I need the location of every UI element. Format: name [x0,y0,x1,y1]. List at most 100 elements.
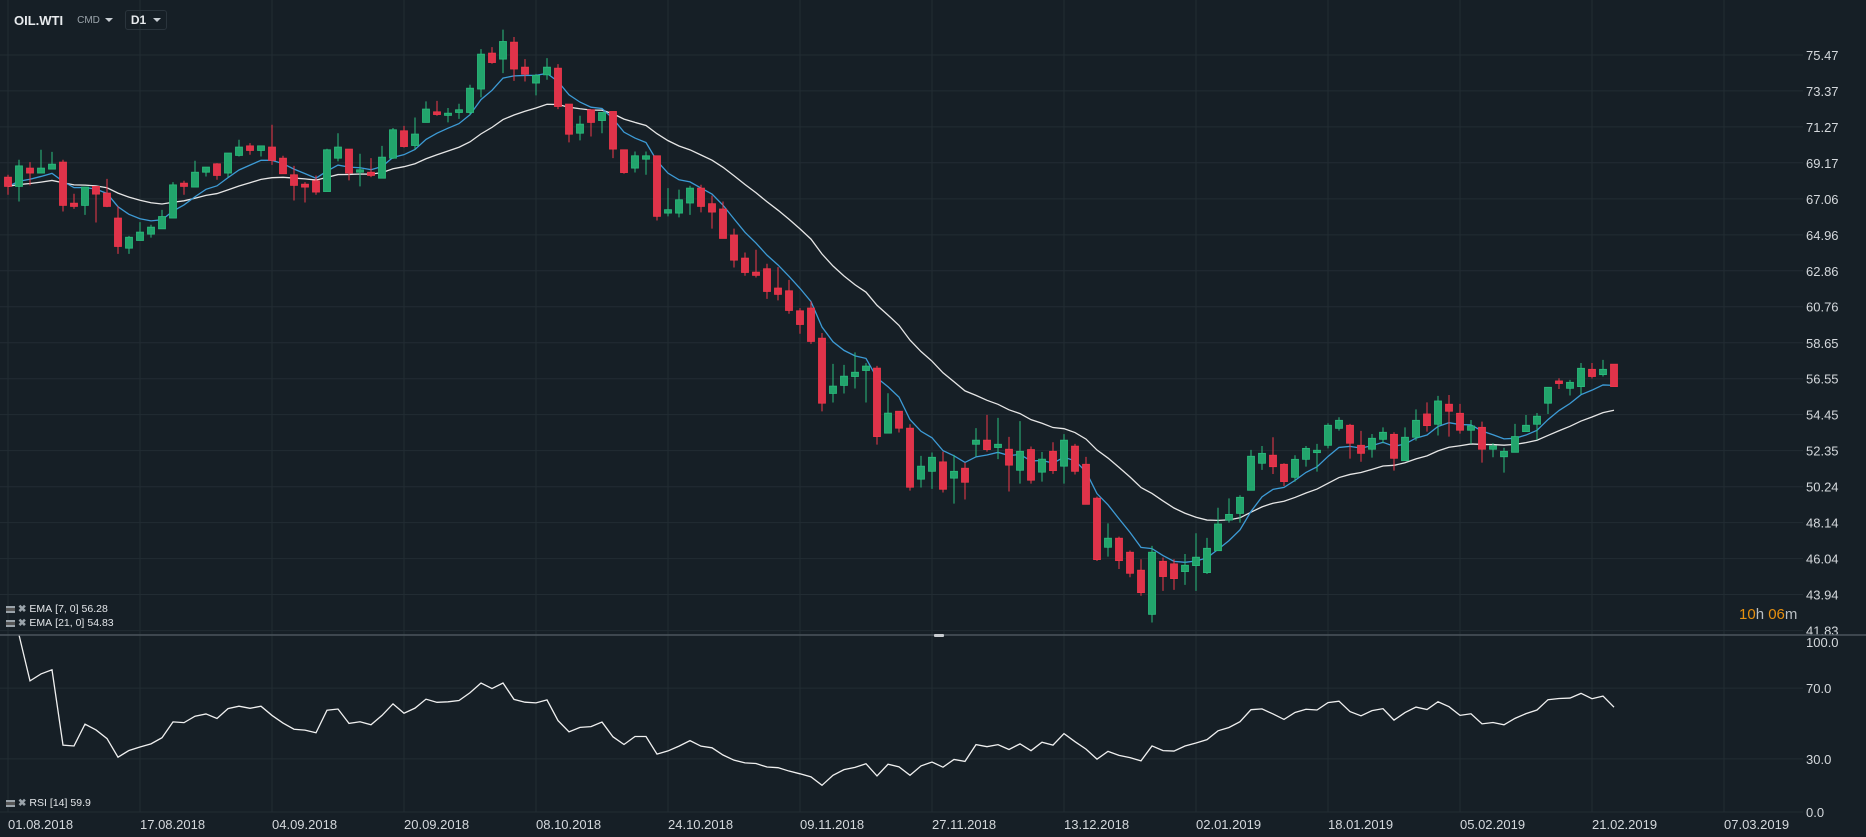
candle-up [1500,447,1508,473]
candle-body [1577,367,1585,388]
candle-up [1236,495,1244,523]
candle-up [48,151,56,170]
candle-body [257,145,265,151]
candle-body [312,180,320,193]
candle-up [1291,455,1299,482]
candle-down [4,174,12,195]
date-tick-label: 05.02.2019 [1460,817,1525,832]
candle-body [1258,452,1266,464]
date-tick-label: 21.02.2019 [1592,817,1657,832]
candle-body [1280,463,1288,482]
candle-body [1401,436,1409,462]
settings-icon[interactable] [6,799,15,807]
candle-down [1445,394,1453,437]
date-tick-label: 08.10.2018 [536,817,601,832]
candle-up [631,151,639,173]
date-tick-label: 01.08.2018 [8,817,73,832]
indicator-value: 59.9 [70,797,91,809]
candle-up [829,363,837,403]
candle-up [378,145,386,179]
candle-down [763,263,771,299]
candle-body [774,287,782,295]
candle-body [1390,433,1398,459]
candle-down [719,201,727,239]
candle-up [1313,443,1321,472]
candle-body [1148,551,1156,615]
candle-down [983,414,991,452]
candle-body [1313,449,1321,454]
candle-down [70,193,78,209]
candle-body [246,145,254,151]
chart-header: OIL.WTI CMD D1 [14,10,168,30]
symbol-name[interactable]: OIL.WTI [14,12,64,28]
candle-up [1203,537,1211,574]
pane-resize-handle[interactable] [934,634,944,637]
candle-body [851,371,859,377]
candle-body [532,74,540,84]
price-tick-label: 64.96 [1806,228,1839,243]
candle-down [587,109,595,137]
candle-down [1005,436,1013,492]
rsi-line [18,634,1615,787]
candle-body [818,337,826,404]
rsi-tick-label: 0.0 [1806,805,1824,820]
candle-body [1302,447,1310,460]
candle-up [1379,427,1387,444]
candle-down [367,158,375,178]
candle-body [1555,380,1563,384]
candle-down [400,125,408,148]
settings-icon[interactable] [6,605,15,613]
settings-icon[interactable] [6,619,15,627]
candle-down [796,308,804,334]
candle-down [1555,378,1563,389]
candle-body [576,123,584,134]
candle-body [543,66,551,76]
candle-body [1324,424,1332,446]
candle-body [1104,537,1112,548]
candle-up [1104,523,1112,557]
candle-body [917,465,925,480]
candle-up [675,189,683,218]
candle-up [1247,449,1255,491]
candle-up [543,58,551,80]
close-icon[interactable]: ✖ [18,797,27,809]
candle-up [1302,445,1310,467]
candle-up [950,454,958,504]
candle-body [301,183,309,188]
candle-up [334,133,342,162]
close-icon[interactable]: ✖ [18,617,27,629]
candle-body [323,149,331,192]
close-icon[interactable]: ✖ [18,603,27,615]
chevron-down-icon [153,18,162,22]
date-tick-label: 18.01.2019 [1328,817,1393,832]
indicator-name: EMA [29,617,53,629]
candle-body [1434,400,1442,425]
candle-up [191,160,199,188]
candle-body [1214,523,1222,552]
candle-body [950,470,958,479]
price-tick-label: 75.47 [1806,48,1839,63]
date-tick-label: 04.09.2018 [272,817,337,832]
market-dropdown[interactable]: CMD [77,15,113,26]
candle-body [972,439,980,445]
candle-down [1137,559,1145,596]
candle-body [1456,412,1464,431]
candle-up [235,139,243,157]
candle-body [455,109,463,113]
timeframe-dropdown[interactable]: D1 [124,10,168,30]
candle-body [1511,436,1519,453]
candle-body [785,290,793,311]
candle-up [1192,533,1200,591]
candle-up [1258,445,1266,470]
candle-body [103,192,111,207]
candle-body [796,310,804,325]
candle-body [334,146,342,159]
date-tick-label: 27.11.2018 [932,817,996,832]
candle-up [851,352,859,389]
candle-body [48,163,56,170]
candle-up [686,185,694,215]
candle-body [829,385,837,394]
candle-down [268,124,276,165]
candle-down [1082,456,1090,505]
